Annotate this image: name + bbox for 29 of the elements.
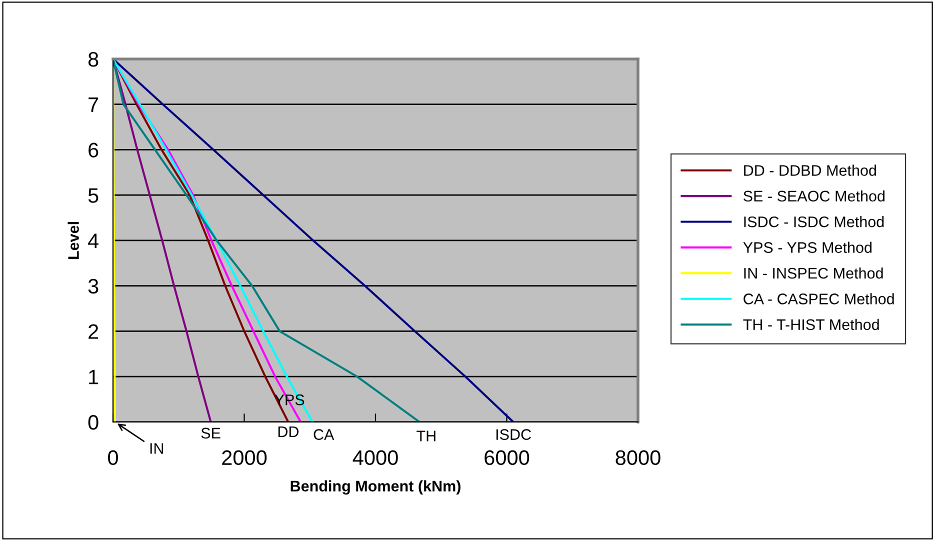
x-tick-label: 6000 (484, 450, 530, 466)
x-tick-label: 8000 (616, 450, 660, 466)
annotation: IN (150, 443, 164, 454)
annotation: ISDC (496, 429, 531, 440)
x-tick-label: 2000 (222, 450, 267, 466)
y-tick-label: 2 (88, 324, 98, 339)
legend-label: ISDC - ISDC Method (744, 216, 884, 228)
y-tick-label: 7 (88, 98, 98, 112)
legend-label: DD - DDBD Method (744, 164, 876, 176)
annotation: TH (416, 430, 436, 442)
legend-label: TH - T-HIST Method (743, 318, 879, 330)
annotation: CA (314, 429, 334, 440)
annotation: SE (201, 428, 220, 439)
y-tick-label: 3 (88, 278, 98, 294)
legend-label: SE - SEAOC Method (744, 190, 885, 202)
y-tick-label: 5 (88, 188, 98, 203)
legend-label: YPS - YPS Method (743, 242, 872, 253)
legend-label: IN - INSPEC Method (744, 267, 883, 279)
x-axis-title: Bending Moment (kNm) (290, 480, 460, 495)
annotation: DD (278, 426, 299, 438)
y-axis-title: Level (68, 222, 79, 259)
y-tick-label: 0 (88, 414, 98, 430)
y-tick-label: 6 (88, 142, 98, 158)
x-tick-label: 4000 (352, 450, 398, 466)
legend-label: CA - CASPEC Method (744, 293, 894, 304)
y-tick-label: 8 (88, 52, 98, 67)
x-tick-label: 0 (108, 450, 118, 466)
y-tick-label: 4 (88, 234, 99, 248)
y-tick-label: 1 (89, 370, 98, 384)
